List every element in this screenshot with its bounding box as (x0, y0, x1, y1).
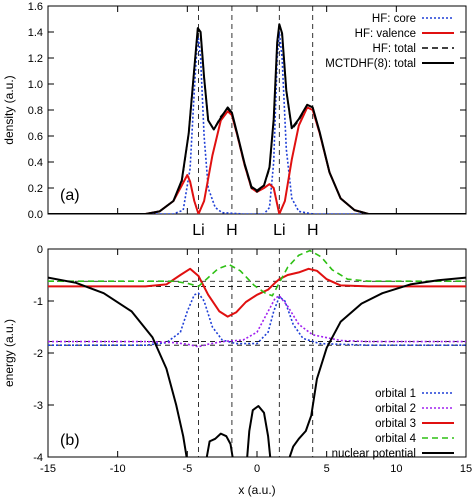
a-ytick-label-2: 0.4 (28, 157, 43, 169)
a-ytick-label-7: 1.4 (28, 27, 43, 39)
b-legend-label-3: orbital 4 (375, 433, 417, 445)
panel-a-legend: HF: core HF: valence HF: total MCTDHF(8): t… (325, 13, 454, 70)
a-ytick-label-3: 0.6 (28, 131, 43, 143)
atom-label-1: H (226, 222, 238, 239)
b-ytick-label-1: -3 (33, 400, 43, 412)
panel-a-label: (a) (60, 187, 80, 204)
b-ytick-label-3: -1 (33, 296, 43, 308)
b-xtick-label-0: -15 (40, 463, 56, 475)
a-ytick-label-4: 0.8 (28, 105, 43, 117)
panel-b-legend: orbital 1 orbital 2 orbital 3 orbital 4 nucl… (332, 388, 454, 460)
a-legend-label-0: HF: core (372, 13, 416, 25)
b-legend-label-0: orbital 1 (375, 388, 416, 400)
b-ytick-label-0: -4 (33, 452, 43, 464)
atom-label-0: Li (192, 222, 204, 239)
panel-b-label: (b) (60, 432, 80, 449)
a-ytick-label-5: 1.0 (28, 79, 43, 91)
a-ytick-label-6: 1.2 (28, 53, 43, 65)
b-xtick-label-2: -5 (182, 463, 192, 475)
b-legend-label-1: orbital 2 (375, 403, 416, 415)
panel-b-xlabel: x (a.u.) (238, 483, 275, 497)
a-series-3-path-0 (48, 23, 466, 214)
panel-b-ticks: -4-3-2-10-15 -10 -5 0 5 10 15 (33, 244, 472, 475)
panel-a-ylabel: density (a.u.) (2, 75, 16, 144)
panel-b-ylabel: energy (a.u.) (2, 319, 16, 387)
b-ytick-label-2: -2 (33, 348, 43, 360)
b-series-2-path-0 (48, 267, 466, 318)
b-series-4-path-2 (246, 405, 272, 457)
panel-a-guides (198, 6, 314, 214)
b-series-4-path-1 (205, 432, 234, 457)
b-legend-label-4: nuclear potential (332, 448, 416, 460)
b-xtick-label-3: 0 (254, 463, 260, 475)
a-ytick-label-0: 0.0 (28, 209, 43, 221)
a-ytick-label-1: 0.2 (28, 183, 43, 195)
a-legend-label-1: HF: valence (355, 28, 416, 40)
panel-a-density: 0.0 0.2 0.4 0.6 0.8 1.0 1.2 1.4 1.6 Li H Li H (a) d… (2, 1, 467, 239)
atom-labels: Li H Li H (192, 222, 318, 239)
atom-label-3: H (307, 222, 319, 239)
b-xtick-label-5: 10 (390, 463, 402, 475)
atom-label-2: Li (273, 222, 285, 239)
panel-b-energy: -4-3-2-10-15 -10 -5 0 5 10 15 (b) energy (a.u.… (2, 244, 472, 497)
panel-b-series (48, 249, 466, 457)
b-series-4-path-3 (288, 276, 466, 457)
b-series-3-path-0 (48, 249, 466, 297)
b-xtick-label-1: -10 (110, 463, 126, 475)
a-legend-label-3: MCTDHF(8): total (325, 58, 416, 70)
b-xtick-label-4: 5 (324, 463, 330, 475)
a-ytick-label-8: 1.6 (28, 1, 43, 13)
b-series-1-path-0 (48, 295, 466, 348)
b-series-4-path-0 (48, 276, 188, 457)
b-xtick-label-6: 15 (460, 463, 472, 475)
b-legend-label-2: orbital 3 (375, 418, 416, 430)
a-legend-label-2: HF: total (373, 43, 416, 55)
a-series-1-path-0 (48, 106, 466, 214)
panel-a-series (48, 23, 466, 214)
b-series-0-path-0 (48, 292, 466, 346)
panel-a-ticks: 0.0 0.2 0.4 0.6 0.8 1.0 1.2 1.4 1.6 (28, 1, 467, 221)
b-ytick-label-4: 0 (37, 244, 43, 256)
